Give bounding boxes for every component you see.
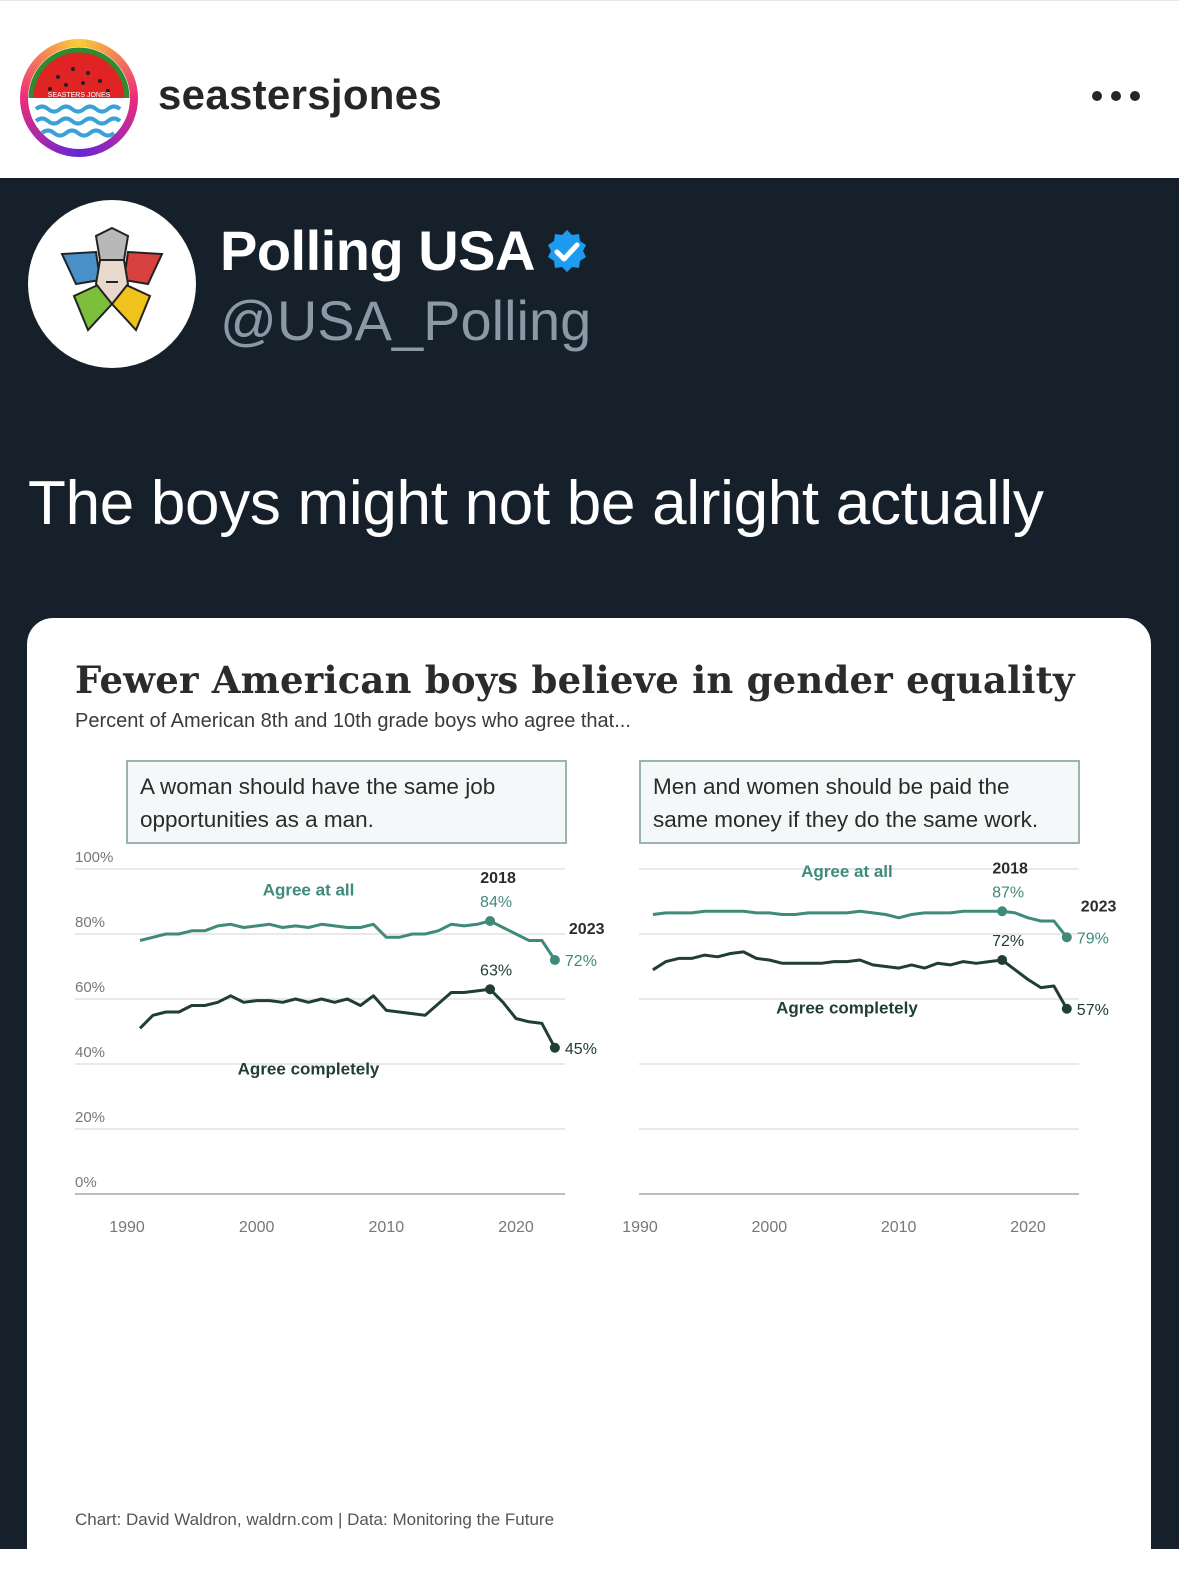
x-tick-label: 2000	[239, 1219, 275, 1236]
annotation-year-label: 2018	[992, 860, 1028, 877]
data-point-marker	[485, 984, 496, 995]
annotation-value-label: 72%	[565, 953, 597, 970]
y-tick-label: 0%	[75, 1174, 97, 1191]
user-avatar[interactable]: SEASTERS JONES	[28, 47, 130, 149]
data-point-marker	[997, 906, 1008, 917]
y-tick-label: 40%	[75, 1044, 105, 1061]
series-label: Agree at all	[263, 881, 355, 900]
display-name-text: Polling USA	[220, 219, 535, 282]
chart-title: Fewer American boys believe in gender eq…	[75, 658, 1075, 702]
more-options-icon[interactable]	[1088, 73, 1144, 123]
annotation-year-label: 2023	[1081, 898, 1117, 915]
series-line	[138, 987, 557, 1049]
watermelon-logo-icon: SEASTERS JONES	[28, 47, 130, 146]
annotation-value-label: 57%	[1077, 1002, 1109, 1019]
series-label: Agree completely	[776, 999, 918, 1018]
data-point-marker	[1061, 932, 1072, 943]
x-tick-label: 2010	[881, 1219, 917, 1236]
data-point-marker	[549, 1042, 560, 1053]
line-chart: 100% 80% 60% 40% 20% 0% 1990 2000 2010 2020 1990 20…	[75, 849, 1117, 1236]
annotation-value-label: 72%	[992, 933, 1024, 950]
x-tick-label: 2020	[1010, 1219, 1046, 1236]
polling-usa-avatar	[28, 200, 196, 368]
x-tick-label: 1990	[622, 1219, 658, 1236]
series-label: Agree at all	[801, 862, 893, 881]
x-tick-label: 2010	[369, 1219, 405, 1236]
question-text-right: Men and women should be paid the same mo…	[653, 774, 1039, 832]
handle: @USA_Polling	[220, 289, 592, 352]
chart-subtitle: Percent of American 8th and 10th grade b…	[75, 710, 631, 732]
story-ring[interactable]: SEASTERS JONES	[20, 39, 138, 157]
annotation-value-label: 45%	[565, 1041, 597, 1058]
y-tick-label: 80%	[75, 914, 105, 931]
annotation-value-label: 63%	[480, 962, 512, 979]
instagram-post-header: SEASTERS JONES seastersjones	[0, 0, 1179, 178]
display-name: Polling USA	[220, 218, 591, 283]
y-tick-label: 100%	[75, 849, 113, 866]
tweet-screenshot: Polling USA @USA_Polling The boys might …	[0, 178, 1179, 1578]
annotation-year-label: 2018	[480, 870, 516, 887]
data-point-marker	[997, 955, 1008, 965]
star-logo-icon	[60, 226, 164, 332]
annotation-year-label: 2023	[569, 921, 605, 938]
verified-badge-icon	[547, 230, 586, 272]
tweet-text: The boys might not be alright actually	[28, 469, 1044, 538]
chart-card: Fewer American boys believe in gender eq…	[27, 618, 1151, 1578]
series-line	[139, 919, 557, 961]
x-tick-label: 1990	[109, 1219, 145, 1236]
question-box-right: Men and women should be paid the same mo…	[639, 760, 1080, 844]
question-text-left: A woman should have the same job opportu…	[140, 774, 496, 832]
data-point-marker	[485, 916, 496, 926]
username[interactable]: seastersjones	[158, 71, 443, 118]
annotation-value-label: 79%	[1077, 930, 1109, 947]
data-point-marker	[1061, 1003, 1072, 1014]
annotation-value-label: 87%	[992, 884, 1024, 901]
avatar-text: SEASTERS JONES	[48, 92, 111, 99]
y-tick-label: 20%	[75, 1109, 105, 1126]
data-point-marker	[549, 955, 560, 965]
y-tick-label: 60%	[75, 979, 105, 996]
question-box-left: A woman should have the same job opportu…	[126, 760, 567, 844]
x-tick-label: 2020	[498, 1219, 534, 1236]
series-label: Agree completely	[238, 1059, 380, 1078]
x-tick-label: 2000	[752, 1219, 788, 1236]
chart-footer: Chart: David Waldron, waldrn.com | Data:…	[75, 1510, 555, 1529]
annotation-value-label: 84%	[480, 894, 512, 911]
